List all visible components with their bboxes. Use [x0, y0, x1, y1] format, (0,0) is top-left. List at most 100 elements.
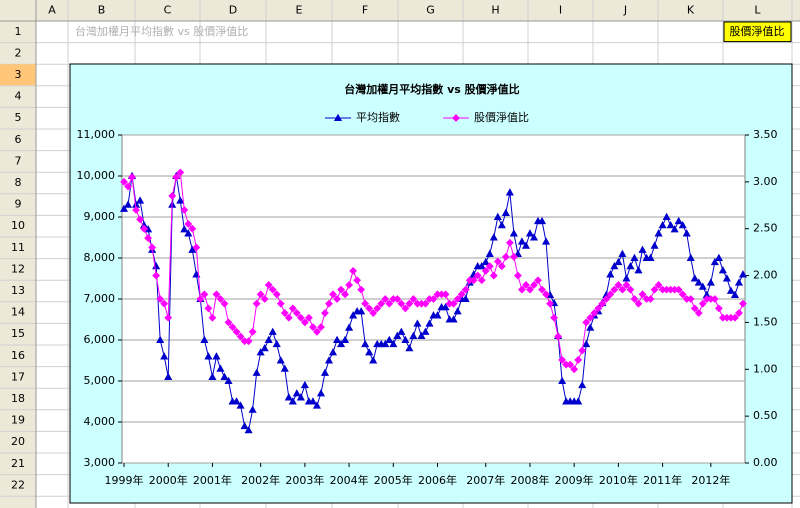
row-number[interactable]: 10	[11, 219, 25, 232]
triangle-marker	[513, 249, 522, 257]
row-number[interactable]: 17	[11, 370, 25, 383]
diamond-marker	[373, 304, 382, 313]
diamond-marker	[449, 299, 458, 308]
diamond-marker	[405, 299, 414, 308]
diamond-marker	[457, 290, 466, 299]
triangle-marker	[180, 225, 189, 233]
diamond-marker	[582, 318, 591, 327]
row-number[interactable]: 21	[11, 457, 25, 470]
y-tick-label: 9,000	[84, 210, 116, 223]
triangle-marker	[248, 405, 257, 413]
triangle-marker	[489, 233, 498, 241]
triangle-marker	[300, 380, 309, 389]
row-number[interactable]: 20	[11, 435, 25, 448]
x-tick-label: 2002年	[241, 473, 280, 487]
diamond-marker	[452, 114, 460, 122]
triangle-marker	[493, 212, 502, 221]
row-number[interactable]: 6	[15, 133, 22, 146]
triangle-marker	[365, 348, 374, 356]
row-number[interactable]: 2	[15, 46, 22, 59]
column-header[interactable]: F	[362, 4, 368, 17]
row-number[interactable]: 16	[11, 349, 25, 362]
triangle-marker	[730, 290, 740, 298]
column-header[interactable]: L	[754, 4, 761, 17]
row-header-selected	[0, 64, 36, 86]
triangle-marker	[421, 327, 430, 335]
triangle-marker	[401, 335, 410, 344]
triangle-marker	[678, 220, 687, 229]
triangle-marker	[674, 216, 683, 225]
column-header[interactable]: B	[98, 4, 106, 17]
diamond-marker	[152, 271, 161, 280]
row-number[interactable]: 1	[15, 25, 22, 38]
triangle-marker	[666, 220, 675, 229]
y2-tick-label: 3.50	[753, 128, 778, 141]
diamond-marker	[220, 299, 229, 308]
column-header[interactable]: K	[687, 4, 695, 17]
diamond-marker	[128, 173, 136, 182]
diamond-marker	[200, 290, 209, 299]
diamond-marker	[630, 295, 639, 303]
row-number[interactable]: 15	[11, 327, 25, 340]
triangle-marker	[449, 315, 458, 323]
diamond-marker	[526, 285, 534, 294]
diamond-marker	[353, 276, 362, 285]
triangle-marker	[324, 356, 334, 364]
triangle-marker	[626, 261, 635, 270]
diamond-marker	[148, 243, 157, 252]
diamond-marker	[341, 290, 349, 299]
triangle-marker	[578, 380, 587, 389]
column-header[interactable]: E	[296, 4, 303, 17]
column-header[interactable]: G	[426, 4, 435, 17]
triangle-marker	[698, 282, 707, 290]
row-number[interactable]: 19	[11, 414, 25, 427]
diamond-marker	[646, 295, 655, 303]
diamond-marker	[180, 206, 189, 214]
triangle-marker	[409, 331, 418, 339]
diamond-marker	[469, 276, 478, 285]
triangle-marker	[714, 253, 723, 262]
row-number[interactable]: 18	[11, 392, 25, 405]
triangle-marker	[164, 372, 173, 380]
triangle-marker	[316, 389, 326, 397]
diamond-marker	[686, 295, 695, 303]
row-number[interactable]: 11	[11, 241, 25, 254]
row-number[interactable]: 13	[11, 284, 25, 297]
column-header[interactable]: D	[229, 4, 237, 17]
column-header[interactable]: H	[491, 4, 499, 17]
diamond-marker	[598, 299, 607, 308]
diamond-marker	[333, 295, 341, 303]
row-number[interactable]: 4	[15, 90, 22, 103]
diamond-marker	[606, 290, 615, 299]
diamond-marker	[570, 365, 579, 374]
triangle-marker	[328, 348, 338, 356]
y-tick-label: 4,000	[84, 415, 116, 428]
diamond-marker	[300, 318, 309, 327]
row-number[interactable]: 22	[11, 478, 25, 491]
triangle-marker	[505, 188, 514, 196]
triangle-marker	[413, 319, 422, 327]
diamond-marker	[566, 360, 575, 369]
row-number[interactable]: 14	[11, 306, 25, 319]
diamond-marker	[485, 262, 494, 271]
diamond-marker	[361, 299, 370, 308]
triangle-marker	[268, 327, 277, 335]
triangle-marker	[630, 253, 639, 262]
column-header[interactable]: J	[623, 4, 627, 17]
triangle-marker	[485, 249, 494, 257]
row-number[interactable]: 9	[15, 198, 22, 211]
x-tick-label: 2006年	[418, 473, 457, 487]
column-header[interactable]: C	[164, 4, 172, 17]
diamond-marker	[550, 313, 558, 322]
row-number[interactable]: 8	[15, 176, 22, 189]
row-number[interactable]: 3	[15, 68, 22, 81]
diamond-marker	[208, 313, 217, 322]
column-header[interactable]: I	[559, 4, 562, 17]
triangle-marker	[184, 229, 193, 237]
diamond-marker	[345, 281, 354, 289]
column-header[interactable]: A	[48, 4, 56, 17]
row-number[interactable]: 7	[15, 154, 22, 167]
row-number[interactable]: 5	[15, 111, 22, 124]
triangle-marker	[646, 253, 655, 262]
row-number[interactable]: 12	[11, 262, 25, 275]
